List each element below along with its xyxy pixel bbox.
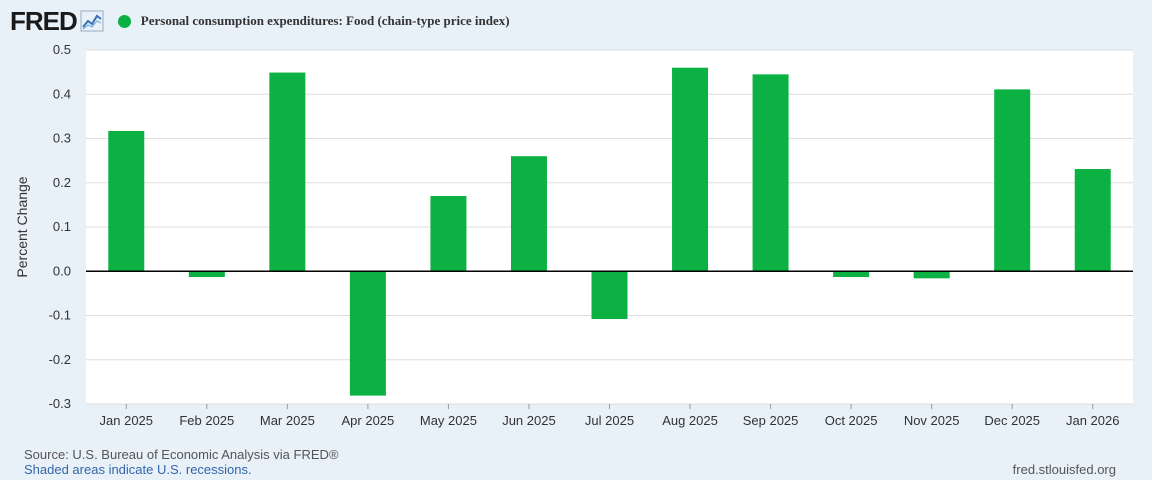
x-tick-label: Nov 2025: [904, 413, 960, 428]
x-tick-label: Dec 2025: [984, 413, 1040, 428]
bar-dec-2025[interactable]: [994, 89, 1031, 272]
bar-nov-2025[interactable]: [913, 271, 950, 279]
bar-jan-2025[interactable]: [108, 130, 145, 272]
x-tick-label: Jun 2025: [502, 413, 556, 428]
y-tick-label: 0.5: [53, 42, 71, 57]
fred-chart-icon: [80, 10, 104, 32]
x-tick-label: Mar 2025: [260, 413, 315, 428]
bar-aug-2025[interactable]: [672, 67, 709, 272]
x-tick-label: Oct 2025: [825, 413, 878, 428]
bar-jul-2025[interactable]: [591, 271, 628, 320]
legend-marker: [117, 14, 131, 28]
y-tick-label: -0.2: [49, 352, 71, 367]
bar-sep-2025[interactable]: [752, 74, 789, 272]
x-axis-ticks: Jan 2025 Feb 2025 Mar 2025 Apr 2025 May 2025…: [100, 404, 1120, 428]
y-tick-label: -0.1: [49, 308, 71, 323]
y-tick-label: 0.3: [53, 131, 71, 146]
bar-apr-2025[interactable]: [349, 271, 386, 396]
bars: [108, 67, 1111, 396]
y-axis-ticks: 0.5 0.4 0.3 0.2 0.1 0.0 -0.1 -0.2 -0.3: [49, 42, 71, 411]
y-tick-label: 0.4: [53, 86, 71, 101]
x-tick-label: May 2025: [420, 413, 477, 428]
x-tick-label: Feb 2025: [179, 413, 234, 428]
bar-oct-2025[interactable]: [833, 271, 870, 278]
bar-feb-2025[interactable]: [188, 271, 225, 278]
bar-mar-2025[interactable]: [269, 72, 306, 272]
bar-jun-2025[interactable]: [510, 156, 547, 272]
recession-note-link[interactable]: Shaded areas indicate U.S. recessions.: [24, 462, 252, 477]
legend-label: Personal consumption expenditures: Food …: [140, 13, 510, 28]
y-axis-label: Percent Change: [14, 176, 30, 277]
x-tick-label: Aug 2025: [662, 413, 718, 428]
x-tick-label: Apr 2025: [342, 413, 395, 428]
y-tick-label: 0.0: [53, 263, 71, 278]
bar-jan-2026[interactable]: [1074, 169, 1111, 272]
bar-may-2025[interactable]: [430, 196, 467, 272]
x-tick-label: Jul 2025: [585, 413, 634, 428]
y-tick-label: 0.1: [53, 219, 71, 234]
x-tick-label: Sep 2025: [743, 413, 799, 428]
x-tick-label: Jan 2025: [100, 413, 154, 428]
chart-header: FRED Personal consumption expenditures: …: [10, 6, 510, 36]
site-url[interactable]: fred.stlouisfed.org: [1012, 462, 1116, 477]
y-tick-label: 0.2: [53, 175, 71, 190]
fred-logo[interactable]: FRED: [10, 6, 78, 36]
source-note: Source: U.S. Bureau of Economic Analysis…: [24, 447, 339, 462]
x-tick-label: Jan 2026: [1066, 413, 1120, 428]
bar-chart: 0.5 0.4 0.3 0.2 0.1 0.0 -0.1 -0.2 -0.3 Jan 2025 F…: [14, 42, 1133, 428]
y-tick-label: -0.3: [49, 396, 71, 411]
